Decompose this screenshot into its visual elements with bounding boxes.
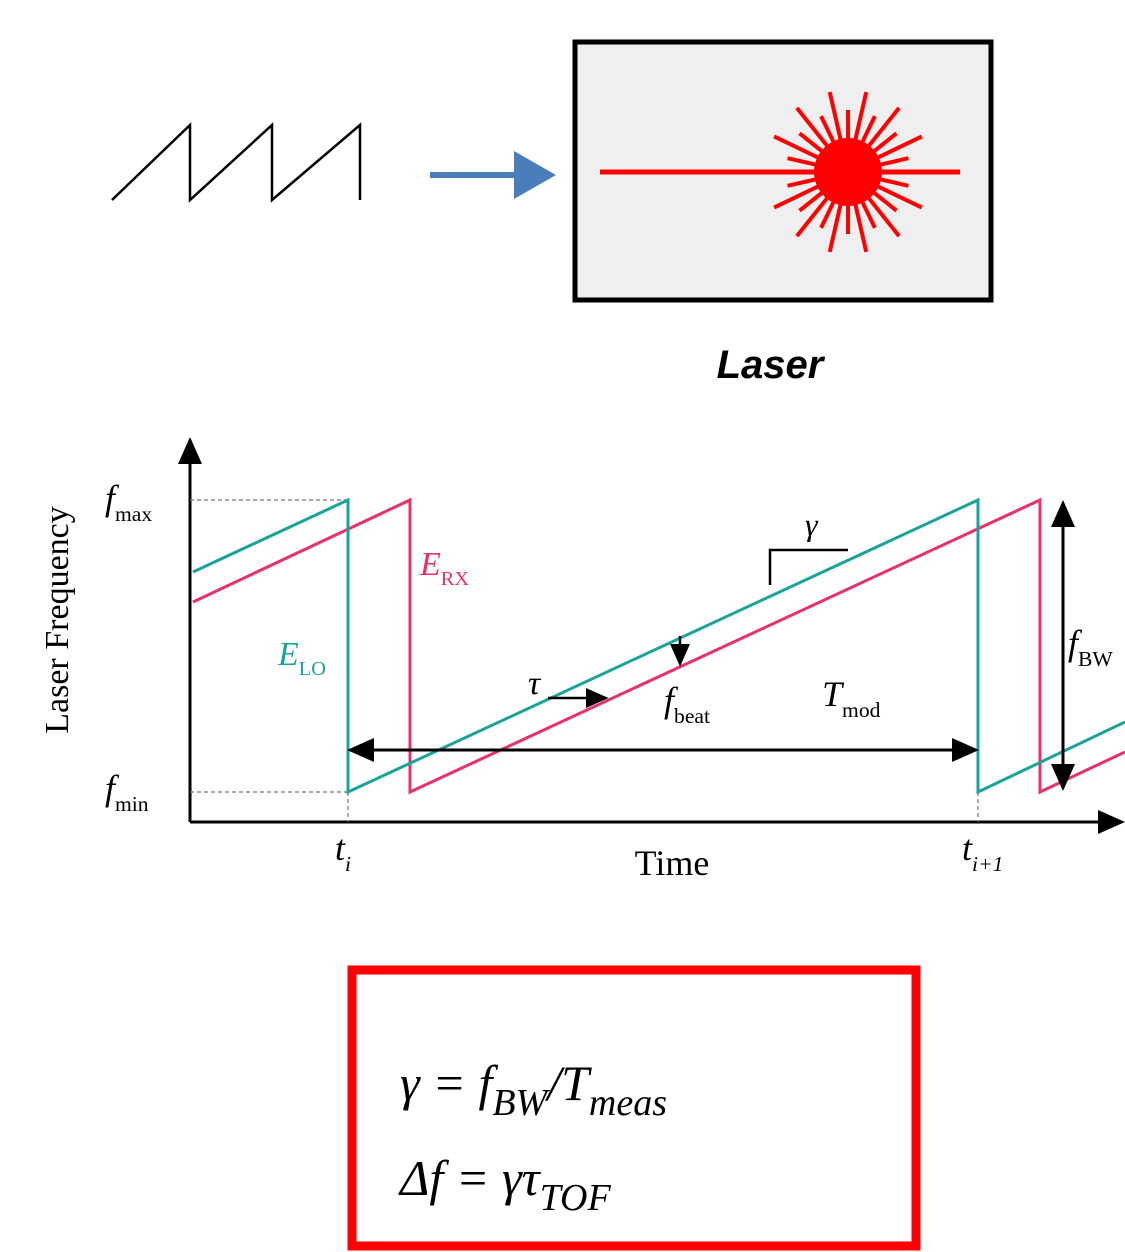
laser-label: Laser xyxy=(717,343,826,387)
label-sub: i xyxy=(345,852,351,876)
plot-label: ti xyxy=(335,828,351,876)
formula-main: /T xyxy=(544,1055,592,1111)
plot-label: τ xyxy=(528,665,542,702)
label-sub: max xyxy=(115,502,152,526)
x-axis-label: Time xyxy=(635,843,710,883)
label-sub: LO xyxy=(299,658,326,680)
plot-label: ELO xyxy=(277,636,326,680)
label-sub: beat xyxy=(674,704,710,728)
y-axis-label: Laser Frequency xyxy=(39,506,76,734)
label-sub: min xyxy=(115,792,149,816)
formula-main: γ = f xyxy=(400,1055,498,1111)
label-sub: mod xyxy=(842,698,881,722)
plot-label: γ xyxy=(805,506,819,542)
label-main: γ xyxy=(805,506,819,542)
lo-signal xyxy=(193,500,1125,792)
label-main: E xyxy=(419,546,441,583)
label-sub: i+1 xyxy=(972,852,1003,876)
label-sub: RX xyxy=(441,568,470,590)
diagram: Laser Laser Frequency Time fmaxfminERXEL… xyxy=(0,0,1125,1252)
formula-main: Δf = γτ xyxy=(398,1150,542,1206)
plot-label: fBW xyxy=(1068,623,1113,671)
plot-label: fmin xyxy=(105,768,149,816)
formula-sub: TOF xyxy=(540,1177,612,1219)
formula-sub: BW xyxy=(492,1082,550,1124)
sawtooth-icon xyxy=(112,125,360,200)
plot-label: ERX xyxy=(419,546,469,590)
formula-sub: meas xyxy=(589,1082,667,1124)
plot: Laser Frequency Time xyxy=(39,440,1125,883)
label-sub: BW xyxy=(1078,647,1113,671)
label-main: E xyxy=(277,636,299,673)
plot-label: fbeat xyxy=(664,680,710,728)
plot-label: fmax xyxy=(105,478,152,526)
rx-signal xyxy=(193,500,1125,792)
label-main: τ xyxy=(528,665,542,702)
plot-label: Tmod xyxy=(822,674,881,722)
plot-label: ti+1 xyxy=(962,828,1003,876)
